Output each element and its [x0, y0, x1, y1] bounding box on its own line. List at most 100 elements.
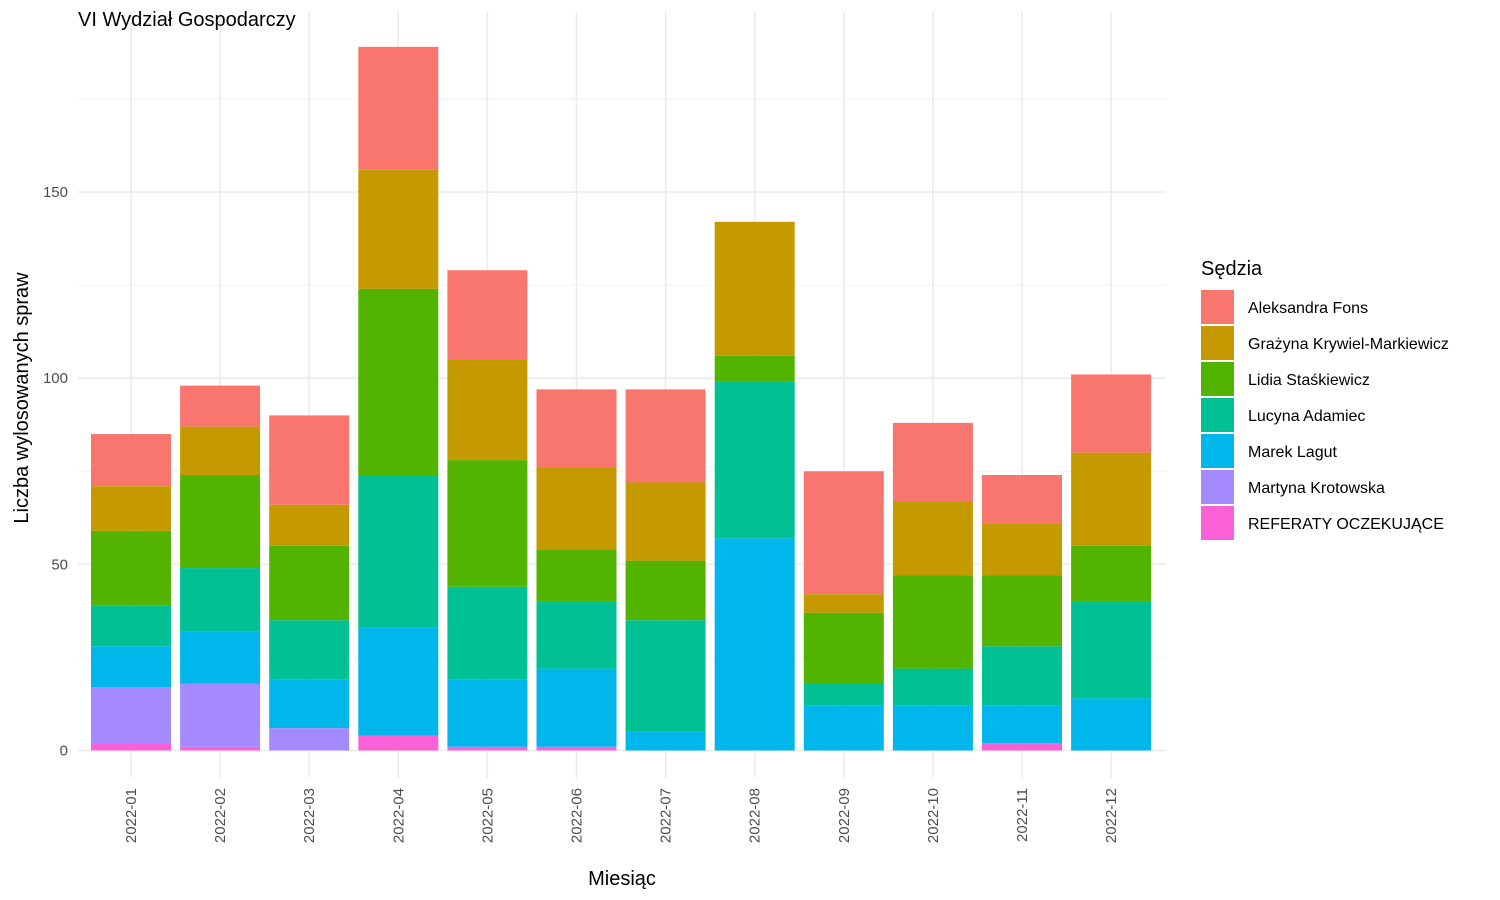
bar-segment [358, 735, 439, 751]
bar-segment [447, 679, 528, 747]
bar-segment [91, 530, 171, 606]
x-tick-label: 2022-06 [569, 788, 586, 843]
bar-segment [892, 501, 973, 576]
x-tick-label: 2022-03 [301, 788, 318, 843]
x-tick-label: 2022-11 [1014, 788, 1031, 842]
bar-segment [982, 646, 1062, 706]
bar-segment [91, 486, 171, 531]
bar-segment [536, 389, 617, 468]
bar-segment [269, 504, 350, 546]
bar-segment [536, 549, 617, 602]
x-tick-label: 2022-08 [747, 788, 764, 843]
bar-segment [982, 743, 1062, 751]
bar-segment [803, 705, 884, 751]
bar-segment [180, 568, 261, 632]
legend-label: Marek Lagut [1248, 444, 1337, 461]
bar-segment [1071, 601, 1152, 699]
legend-label: REFERATY OCZEKUJĄCE [1248, 516, 1444, 533]
bar-segment [714, 381, 795, 539]
y-tick-label: 150 [43, 184, 68, 201]
bar-segment [714, 221, 795, 356]
legend-key [1201, 470, 1234, 504]
legend-key [1201, 362, 1234, 396]
bar-segment [982, 523, 1062, 576]
bar-segment [180, 385, 261, 427]
x-tick-label: 2022-12 [1103, 788, 1120, 843]
bar-segment [892, 575, 973, 669]
bar-segment [625, 560, 706, 621]
bar-segment [447, 460, 528, 587]
bar-segment [892, 705, 973, 751]
bar-segment [1071, 698, 1152, 751]
bar-segment [536, 746, 617, 751]
bar-segment [180, 426, 261, 475]
bar-segment [91, 646, 171, 688]
legend-key [1201, 434, 1234, 468]
bar-segment [803, 471, 884, 595]
legend-label: Lidia Staśkiewicz [1248, 372, 1370, 389]
legend-label: Grażyna Krywiel-Markiewicz [1248, 336, 1449, 353]
bar-segment [180, 474, 261, 569]
bar-segment [447, 586, 528, 680]
x-tick-label: 2022-10 [925, 788, 942, 843]
bar-segment [536, 601, 617, 669]
bar-segment [892, 668, 973, 706]
bar-segment [447, 270, 528, 360]
bar-segment [269, 415, 350, 505]
bar-segment [447, 746, 528, 751]
x-tick-label: 2022-09 [836, 788, 853, 843]
legend-title: Sędzia [1201, 258, 1263, 280]
bar-segment [180, 746, 261, 751]
bar-segment [358, 46, 439, 170]
bar-segment [269, 620, 350, 680]
legend: Sędzia Aleksandra Fons Grażyna Krywiel-Ma… [1201, 258, 1449, 540]
bar-segment [982, 705, 1062, 744]
bar-segment [358, 474, 439, 628]
bar-segment [536, 467, 617, 550]
bar-segment [892, 422, 973, 502]
bar-segment [1071, 452, 1152, 546]
bar-segment [358, 288, 439, 475]
bar-segment [91, 687, 171, 744]
bar-segment [625, 731, 706, 751]
bar-segment [91, 434, 171, 487]
bar-segment [625, 620, 706, 732]
bar-segment [803, 594, 884, 613]
bar-segment [1071, 374, 1152, 453]
bar-segment [714, 355, 795, 382]
bar-segment [982, 474, 1062, 524]
legend-key [1201, 290, 1234, 324]
bar-segment [625, 389, 706, 483]
bar-segment [447, 359, 528, 461]
bar-segment [269, 679, 350, 729]
legend-key [1201, 398, 1234, 432]
bar-segment [982, 575, 1062, 647]
legend-key [1201, 326, 1234, 360]
x-tick-label: 2022-07 [658, 788, 675, 843]
y-tick-label: 50 [51, 556, 68, 573]
bars-layer [91, 46, 1152, 751]
y-tick-label: 0 [60, 743, 68, 760]
legend-label: Aleksandra Fons [1248, 300, 1368, 317]
x-axis-title: Miesiąc [588, 868, 656, 890]
bar-segment [536, 668, 617, 747]
axis-layer: 0 50 100 150 2022-01 2022-02 2022-03 2022-04 202… [43, 184, 1120, 843]
legend-label: Martyna Krotowska [1248, 480, 1385, 497]
bar-segment [269, 728, 350, 751]
bar-segment [803, 612, 884, 684]
legend-key [1201, 506, 1234, 540]
y-axis-title: Liczba wylosowanych spraw [11, 272, 33, 524]
bar-segment [714, 538, 795, 751]
x-tick-label: 2022-02 [212, 788, 229, 843]
bar-segment [180, 683, 261, 747]
chart-title: VI Wydział Gospodarczy [78, 9, 296, 31]
legend-label: Lucyna Adamiec [1248, 408, 1365, 425]
bar-segment [91, 605, 171, 647]
bar-segment [803, 683, 884, 706]
bar-segment [625, 482, 706, 561]
bar-segment [269, 545, 350, 621]
y-tick-label: 100 [43, 370, 68, 387]
bar-segment [1071, 545, 1152, 602]
bar-segment [358, 169, 439, 289]
